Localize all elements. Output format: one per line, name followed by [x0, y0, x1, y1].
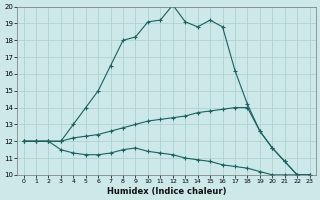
X-axis label: Humidex (Indice chaleur): Humidex (Indice chaleur) — [107, 187, 226, 196]
